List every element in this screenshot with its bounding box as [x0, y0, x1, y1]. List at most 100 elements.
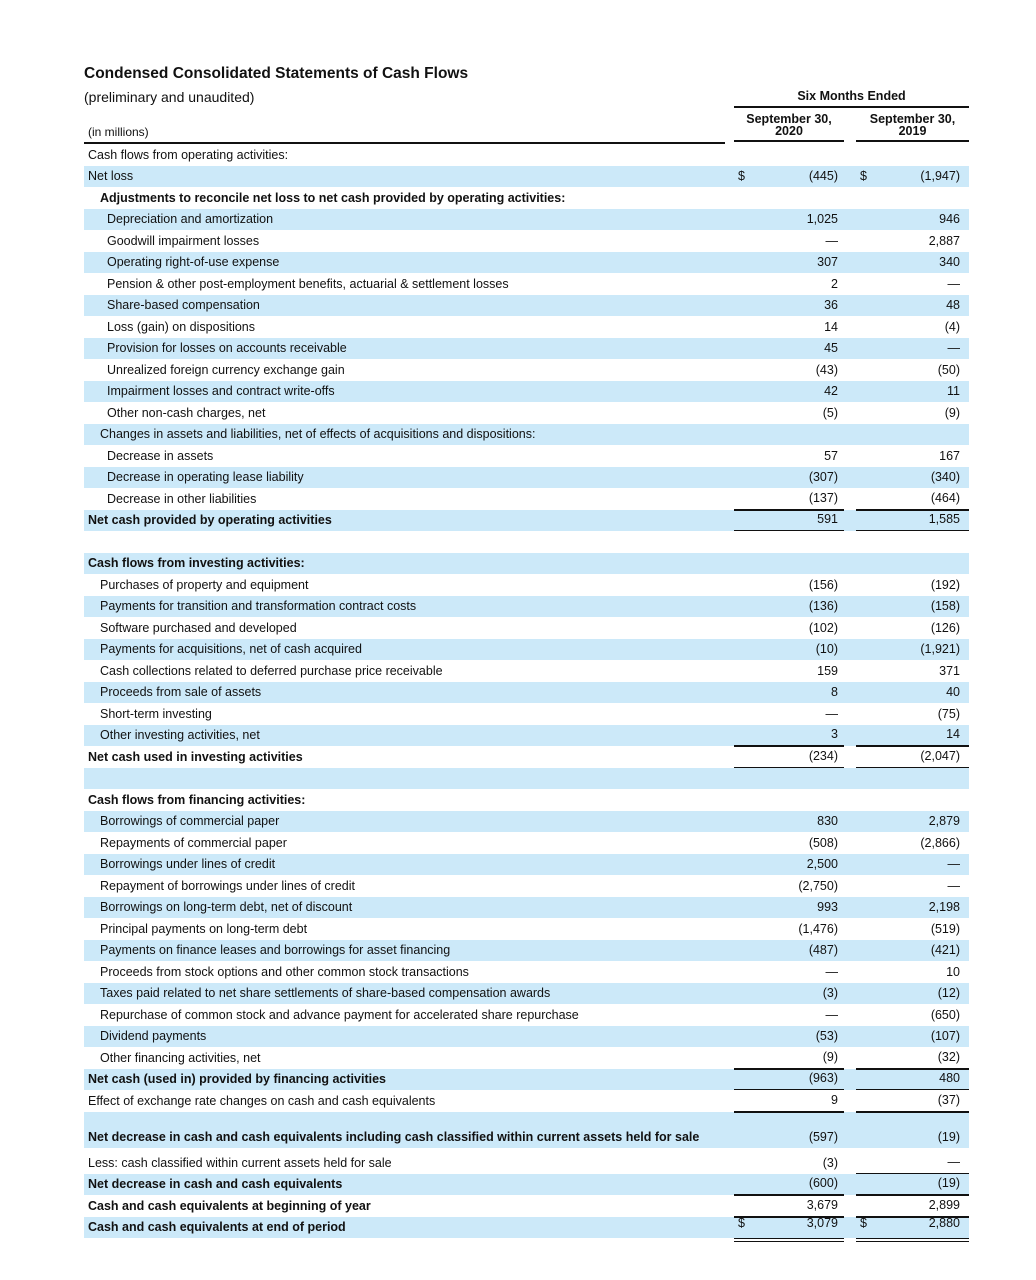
value: (1,921)	[920, 642, 960, 656]
row-label: Goodwill impairment losses	[107, 233, 260, 248]
value: 10	[946, 964, 960, 979]
value-cell-2019	[856, 144, 969, 166]
value-cell-2019	[856, 531, 969, 553]
value-cell-2019: (126)	[856, 617, 969, 639]
value: (445)	[808, 169, 838, 183]
value-cell-2020: (3)	[734, 983, 844, 1005]
row-label: Repayment of borrowings under lines of c…	[100, 878, 355, 893]
value-cell-2020: 3	[734, 725, 844, 746]
value-cell-2020: 591	[734, 509, 844, 531]
value: (19)	[937, 1129, 960, 1144]
row-label: Provision for losses on accounts receiva…	[107, 341, 347, 355]
row-label: Other investing activities, net	[100, 728, 260, 742]
value-cell-2020: (9)	[734, 1047, 844, 1069]
value: (75)	[937, 706, 960, 721]
row-label: Decrease in other liabilities	[107, 491, 257, 506]
row-label: Adjustments to reconcile net loss to net…	[100, 190, 566, 205]
value: 159	[817, 663, 838, 678]
value-cell-2020: 57	[734, 445, 844, 467]
currency-symbol: $	[860, 1216, 867, 1230]
column-header-line1: September 30,	[869, 112, 956, 126]
value: 3	[831, 727, 838, 741]
column-header-line1: September 30,	[746, 112, 832, 126]
row-label: Pension & other post-employment benefits…	[107, 276, 509, 291]
row-label: Payments on finance leases and borrowing…	[100, 943, 451, 957]
table-row: Depreciation and amortization 1,025 946	[84, 208, 969, 230]
value-cell-2019: (2,047)	[856, 746, 969, 768]
value: 45	[824, 341, 838, 355]
value-cell-2020: 42	[734, 381, 844, 403]
table-row: Other financing activities, net (9) (32)	[84, 1047, 969, 1069]
value-cell-2020	[734, 531, 844, 553]
value-cell-2019: (421)	[856, 940, 969, 962]
value: (50)	[937, 362, 960, 377]
table-row: Provision for losses on accounts receiva…	[84, 337, 969, 359]
value-cell-2020: (137)	[734, 488, 844, 510]
value-cell-2020: 8	[734, 682, 844, 704]
table-row: Decrease in operating lease liability (30…	[84, 466, 969, 489]
row-label: Net cash provided by operating activitie…	[88, 513, 332, 527]
row-label: Other financing activities, net	[100, 1050, 261, 1065]
value-cell-2019: —	[856, 273, 969, 295]
table-row: Cash collections related to deferred pur…	[84, 660, 969, 682]
value-cell-2020: (53)	[734, 1026, 844, 1048]
value-cell-2019: 14	[856, 725, 969, 746]
row-label: Payments for transition and transformati…	[100, 599, 417, 613]
table-row: Other investing activities, net 3 14	[84, 724, 969, 746]
value-cell-2020: 993	[734, 897, 844, 919]
table-row: Goodwill impairment losses — 2,887	[84, 230, 969, 252]
value-cell-2019: (107)	[856, 1026, 969, 1048]
currency-symbol: $	[860, 169, 867, 183]
row-label: Less: cash classified within current ass…	[88, 1155, 392, 1170]
value-cell-2019: —	[856, 854, 969, 876]
value: 167	[939, 448, 960, 463]
value-cell-2020: (156)	[734, 574, 844, 596]
value: —	[947, 276, 961, 291]
table-row: Cash flows from financing activities:	[84, 789, 969, 811]
value-cell-2020: (597)	[734, 1111, 844, 1148]
value: —	[825, 964, 839, 979]
value-cell-2020: (307)	[734, 467, 844, 489]
value: 3,679	[806, 1197, 838, 1212]
value-cell-2019: (19)	[856, 1174, 969, 1195]
value: 40	[946, 685, 960, 699]
value-cell-2019: (650)	[856, 1004, 969, 1026]
cash-flow-table: Cash flows from operating activities: Net…	[84, 144, 969, 1242]
value: 993	[817, 900, 838, 914]
value: 830	[817, 814, 838, 828]
value: (600)	[808, 1176, 838, 1190]
value-cell-2019: 340	[856, 252, 969, 274]
value: (3)	[822, 1155, 838, 1170]
value-cell-2020: 2	[734, 273, 844, 295]
value: (53)	[815, 1029, 838, 1043]
table-row: Share-based compensation 36 48	[84, 294, 969, 317]
value: 2	[831, 276, 838, 291]
value-cell-2020: —	[734, 1004, 844, 1026]
value: (32)	[937, 1049, 960, 1064]
row-label: Proceeds from stock options and other co…	[100, 964, 469, 979]
table-row: Software purchased and developed (102) (12…	[84, 617, 969, 639]
value: (136)	[808, 599, 838, 613]
value: (192)	[930, 577, 960, 592]
value: (156)	[808, 577, 838, 592]
value-cell-2019: 2,899	[856, 1195, 969, 1217]
value: (487)	[808, 943, 838, 957]
statement-subtitle: (preliminary and unaudited)	[84, 89, 255, 105]
table-row: Repurchase of common stock and advance p…	[84, 1004, 969, 1026]
value-cell-2019: 48	[856, 295, 969, 317]
value: —	[947, 878, 961, 893]
row-label: Net decrease in cash and cash equivalent…	[88, 1177, 343, 1191]
table-row: Payments on finance leases and borrowing…	[84, 939, 969, 962]
table-row: Impairment losses and contract write-off…	[84, 380, 969, 403]
row-label: Cash flows from operating activities:	[88, 147, 289, 162]
row-label: Net loss	[88, 169, 134, 183]
table-row: Net cash (used in) provided by financing…	[84, 1068, 969, 1090]
value: (963)	[808, 1071, 838, 1085]
value-cell-2020: (136)	[734, 596, 844, 618]
value: (137)	[808, 490, 838, 505]
value-cell-2020: (10)	[734, 639, 844, 661]
value: —	[825, 706, 839, 721]
value-cell-2019: 167	[856, 445, 969, 467]
value: 307	[817, 255, 838, 269]
table-row: Unrealized foreign currency exchange gai…	[84, 359, 969, 381]
